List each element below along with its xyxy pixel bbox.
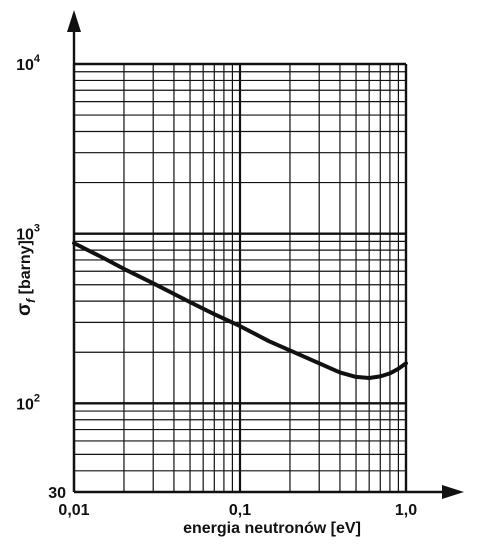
grid <box>72 62 408 493</box>
tick-labels: 0,01 0,1 1,0 30 102 103 104 <box>16 53 417 519</box>
y-axis-label-text: σf [barny] <box>14 240 38 316</box>
y-axis-arrow <box>67 10 81 32</box>
y-tick-label: 30 <box>48 485 66 502</box>
x-tick-label: 1,0 <box>395 502 417 519</box>
series-line <box>72 241 408 380</box>
y-tick-label: 104 <box>16 53 41 74</box>
x-tick-label: 0,1 <box>229 502 251 519</box>
y-tick-label: 103 <box>16 223 40 244</box>
series <box>72 241 408 380</box>
y-axis-label: σf [barny] <box>14 240 38 316</box>
x-axis-arrow <box>442 485 464 499</box>
x-tick-label: 0,01 <box>58 502 89 519</box>
x-axis-label: energia neutronów [eV] <box>183 520 361 537</box>
y-tick-label: 102 <box>16 392 40 413</box>
axes <box>67 10 464 499</box>
